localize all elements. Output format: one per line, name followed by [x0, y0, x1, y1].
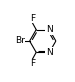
Text: N: N [46, 48, 53, 57]
Text: Br: Br [15, 36, 25, 46]
Text: F: F [30, 14, 35, 23]
Text: N: N [46, 25, 53, 34]
Text: F: F [30, 59, 35, 68]
